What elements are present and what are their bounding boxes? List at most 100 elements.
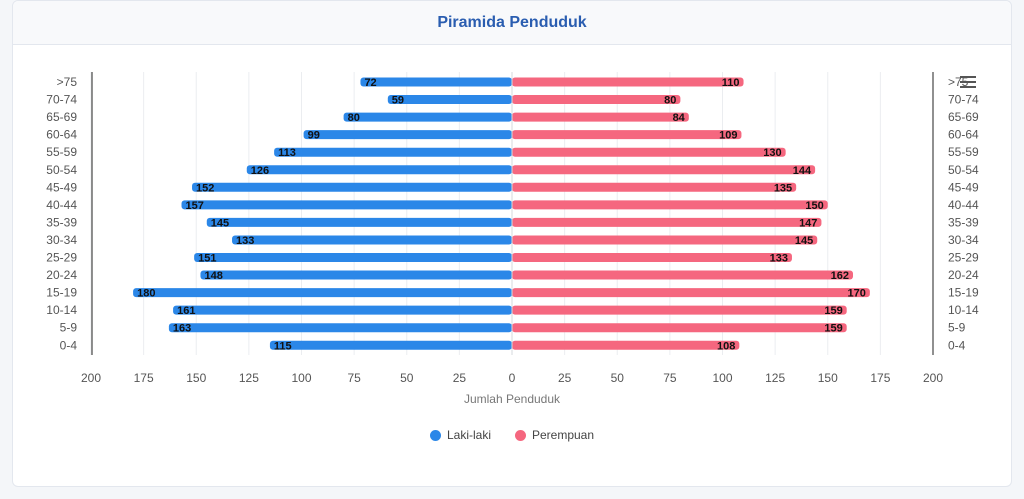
bar-male	[246, 165, 512, 175]
category-label-right: 70-74	[948, 93, 979, 107]
bar-female	[512, 305, 847, 315]
category-label-right: 45-49	[948, 180, 979, 194]
bar-female	[512, 77, 744, 87]
bar-male	[192, 182, 513, 192]
category-label-right: 25-29	[948, 251, 979, 265]
data-label-female: 159	[824, 323, 842, 335]
category-label-left: >75	[57, 75, 78, 89]
card-header: Piramida Penduduk	[13, 1, 1011, 45]
category-label-right: 35-39	[948, 215, 979, 229]
data-label-male: 115	[274, 340, 292, 352]
legend-female-label: Perempuan	[531, 428, 595, 442]
bar-male	[232, 235, 512, 245]
data-label-female: 162	[831, 270, 849, 282]
bar-female	[512, 288, 870, 298]
category-label-left: 35-39	[46, 215, 77, 229]
bar-male	[181, 200, 512, 210]
bar-male	[133, 288, 512, 298]
x-tick-label: 0	[509, 371, 516, 385]
bar-male	[194, 253, 512, 262]
bar-female	[512, 112, 689, 122]
data-label-male: 99	[308, 130, 320, 142]
data-label-male: 151	[198, 253, 216, 265]
category-label-left: 5-9	[60, 321, 78, 335]
category-label-left: 25-29	[46, 251, 77, 265]
category-label-left: 45-49	[46, 180, 77, 194]
x-tick-label: 100	[291, 371, 311, 385]
legend-male-label: Laki-laki	[446, 428, 491, 442]
x-tick-label: 200	[81, 371, 101, 385]
data-label-male: 180	[137, 288, 155, 300]
category-label-right: 55-59	[948, 145, 979, 159]
legend: Laki-laki Perempuan	[0, 428, 1024, 442]
category-label-left: 20-24	[46, 268, 77, 282]
bar-male	[303, 130, 512, 140]
data-label-male: 148	[204, 270, 222, 282]
data-label-male: 126	[251, 165, 269, 177]
data-label-female: 109	[719, 130, 737, 142]
data-label-female: 144	[793, 165, 812, 177]
bar-male	[206, 217, 512, 227]
x-tick-label: 25	[453, 371, 467, 385]
data-label-male: 133	[236, 235, 254, 247]
x-tick-label: 100	[712, 371, 732, 385]
bar-male	[269, 340, 512, 350]
data-label-female: 133	[770, 253, 788, 265]
bar-male	[387, 95, 512, 105]
category-label-left: 60-64	[46, 128, 77, 142]
legend-item-female[interactable]: Perempuan	[514, 428, 595, 442]
data-label-female: 84	[673, 112, 686, 124]
bar-female	[512, 182, 797, 192]
x-tick-label: 125	[239, 371, 259, 385]
data-label-male: 80	[348, 112, 360, 124]
x-tick-label: 175	[870, 371, 890, 385]
x-tick-label: 175	[134, 371, 154, 385]
data-label-female: 110	[722, 77, 740, 89]
data-label-female: 145	[795, 235, 813, 247]
category-label-right: 0-4	[948, 338, 966, 352]
category-label-left: 10-14	[46, 303, 77, 317]
x-tick-label: 150	[186, 371, 206, 385]
bar-female	[512, 130, 742, 140]
legend-item-male[interactable]: Laki-laki	[429, 428, 491, 442]
bar-female	[512, 253, 792, 262]
category-label-right: 10-14	[948, 303, 979, 317]
category-label-left: 30-34	[46, 233, 77, 247]
data-label-male: 161	[177, 305, 195, 317]
data-label-male: 145	[211, 217, 229, 229]
data-label-male: 113	[278, 147, 296, 159]
category-label-right: 15-19	[948, 286, 979, 300]
data-label-male: 163	[173, 323, 191, 335]
legend-male-marker	[429, 429, 441, 441]
category-label-left: 40-44	[46, 198, 77, 212]
category-label-right: >75	[948, 75, 969, 89]
data-label-female: 150	[805, 200, 823, 212]
category-label-right: 20-24	[948, 268, 979, 282]
bar-female	[512, 235, 818, 245]
data-label-male: 72	[364, 77, 376, 89]
data-label-male: 157	[186, 200, 204, 212]
data-label-female: 147	[799, 217, 817, 229]
data-label-female: 130	[763, 147, 781, 159]
bar-male	[343, 112, 512, 122]
x-tick-label: 125	[765, 371, 785, 385]
x-axis-title: Jumlah Penduduk	[464, 392, 561, 406]
bar-female	[512, 147, 786, 157]
x-tick-label: 50	[400, 371, 414, 385]
category-label-right: 60-64	[948, 128, 979, 142]
category-label-right: 5-9	[948, 321, 966, 335]
hamburger-menu-icon[interactable]	[960, 76, 976, 88]
x-tick-label: 50	[611, 371, 625, 385]
bar-female	[512, 165, 816, 175]
data-label-male: 59	[392, 95, 404, 107]
category-label-right: 40-44	[948, 198, 979, 212]
bar-female	[512, 340, 740, 350]
x-tick-label: 25	[558, 371, 572, 385]
category-label-left: 50-54	[46, 163, 77, 177]
data-label-female: 108	[717, 340, 735, 352]
data-label-female: 80	[664, 95, 676, 107]
bar-female	[512, 270, 854, 280]
data-label-male: 152	[196, 182, 214, 194]
x-tick-label: 150	[818, 371, 838, 385]
